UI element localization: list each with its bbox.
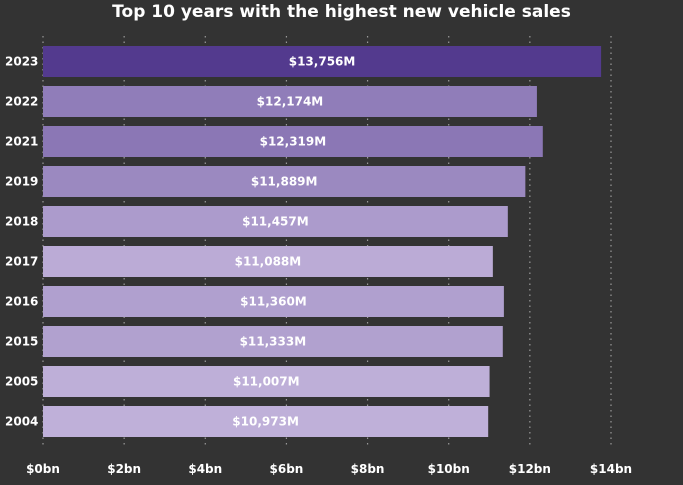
category-label: 2019 (5, 175, 38, 189)
category-label: 2022 (5, 95, 38, 109)
bar (43, 406, 489, 437)
bar (43, 46, 602, 77)
x-tick-label: $4bn (188, 462, 222, 476)
chart-title: Top 10 years with the highest new vehicl… (112, 2, 571, 22)
bar (43, 206, 508, 237)
x-tick-label: $0bn (26, 462, 60, 476)
data-label: $12,319M (260, 135, 327, 149)
x-tick-label: $14bn (590, 462, 632, 476)
data-label: $11,088M (235, 255, 302, 269)
bar (43, 286, 504, 317)
category-label: 2005 (5, 375, 38, 389)
category-label: 2015 (5, 335, 38, 349)
category-label: 2018 (5, 215, 38, 229)
bar (43, 366, 490, 397)
x-tick-label: $12bn (509, 462, 551, 476)
bar (43, 86, 537, 117)
x-tick-label: $2bn (107, 462, 141, 476)
data-labels: $13,756M $12,174M $12,319M $11,889M $11,457M… (232, 55, 355, 429)
x-tick-label: $6bn (270, 462, 304, 476)
data-label: $11,360M (240, 295, 307, 309)
data-label: $13,756M (289, 55, 356, 69)
bar (43, 166, 526, 197)
data-label: $11,333M (240, 335, 307, 349)
x-axis-ticks: $0bn $2bn $4bn $6bn $8bn $10bn $12bn $14bn (26, 462, 632, 476)
category-labels: 2023 2022 2021 2019 2018 2017 2016 2015 2005 2004 (5, 55, 38, 429)
data-label: $11,457M (242, 215, 309, 229)
x-tick-label: $10bn (428, 462, 470, 476)
category-label: 2017 (5, 255, 38, 269)
bar (43, 246, 493, 277)
category-label: 2023 (5, 55, 38, 69)
x-tick-label: $8bn (351, 462, 385, 476)
data-label: $10,973M (232, 415, 299, 429)
category-label: 2016 (5, 295, 38, 309)
data-label: $11,889M (251, 175, 318, 189)
bar (43, 326, 503, 357)
bar (43, 126, 543, 157)
category-label: 2004 (5, 415, 38, 429)
category-label: 2021 (5, 135, 38, 149)
bars (43, 46, 602, 437)
data-label: $11,007M (233, 375, 300, 389)
data-label: $12,174M (257, 95, 324, 109)
